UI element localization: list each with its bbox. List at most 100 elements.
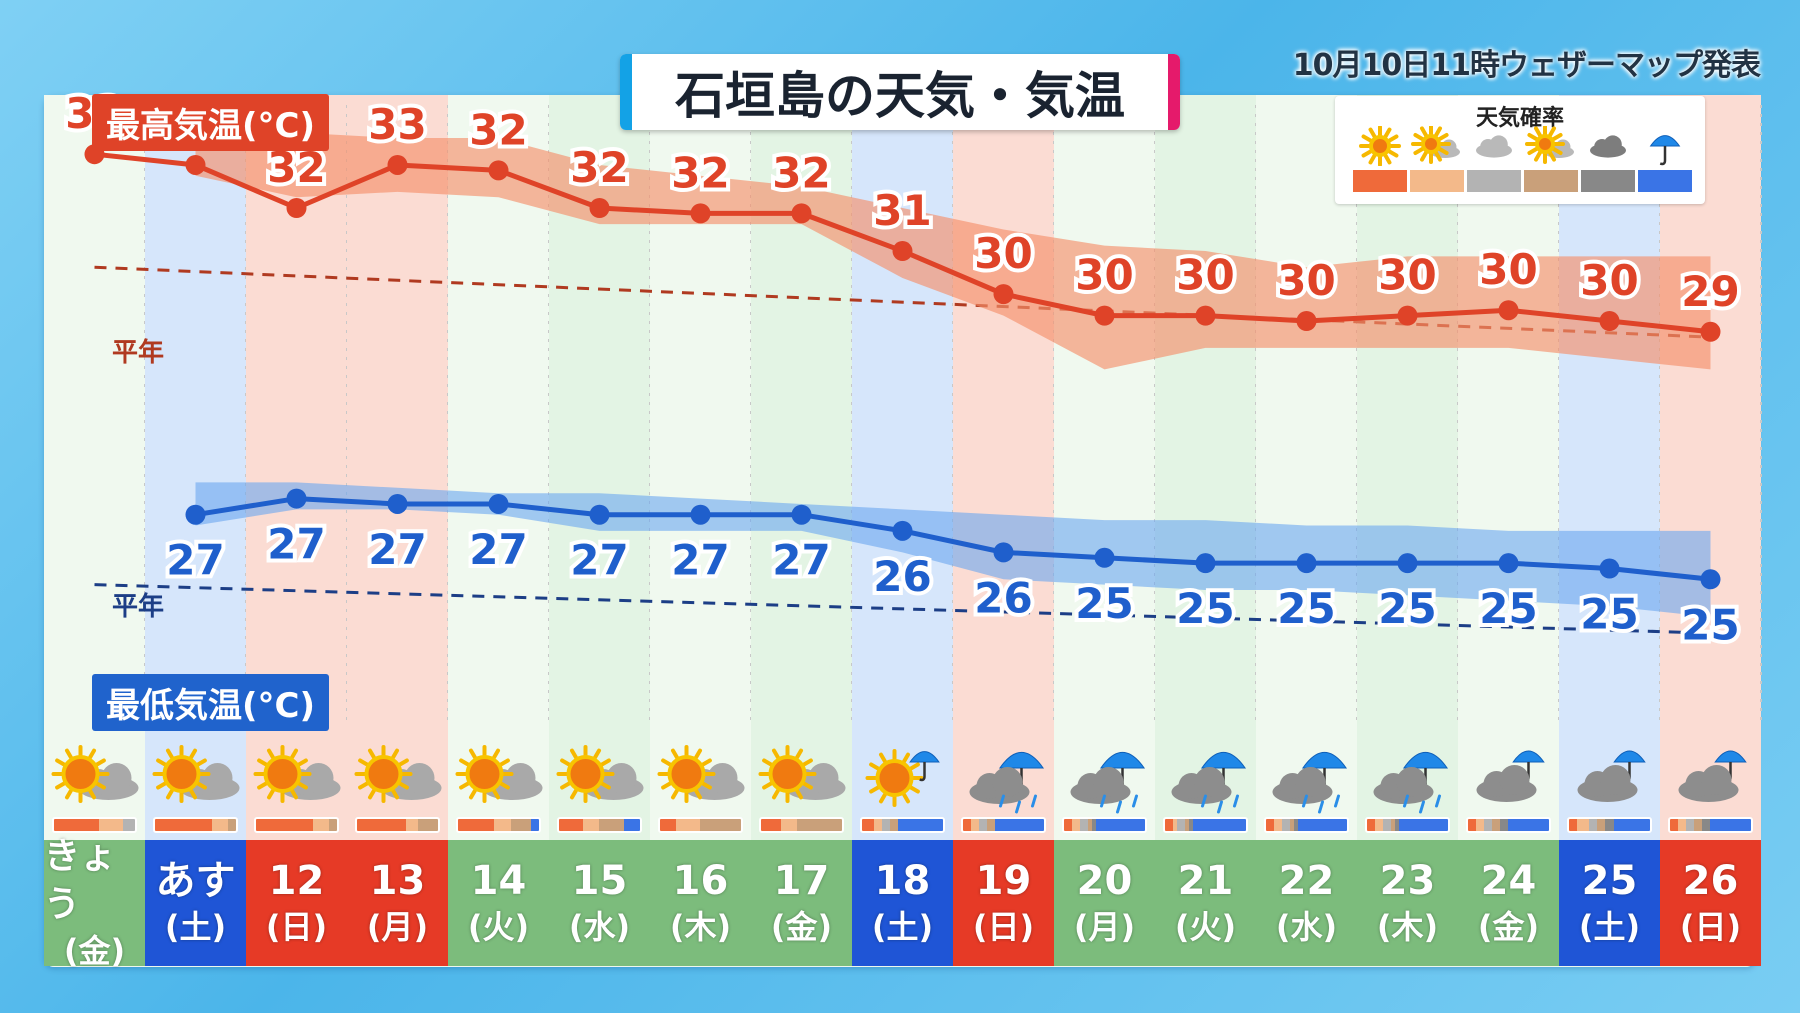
min-temp-point (892, 520, 913, 541)
day-date: 23 (1379, 858, 1436, 904)
min-temp-point (1296, 553, 1317, 574)
min-temp-value: 25 (1681, 600, 1739, 649)
probability-segment (1173, 819, 1178, 831)
max-temp-value: 31 (873, 186, 931, 235)
day-column-bg (347, 95, 448, 840)
probability-bar (1365, 817, 1450, 833)
day-label: きょう (金) (44, 836, 145, 970)
probability-segment (1710, 819, 1751, 831)
day-weekday: (月) (366, 908, 429, 946)
probability-segment (1282, 819, 1291, 831)
probability-bar (557, 817, 642, 833)
probability-segment (1577, 819, 1590, 831)
probability-segment (1500, 819, 1509, 831)
max-temp-label: 最高気温(°C) (92, 94, 330, 151)
probability-segment (1484, 819, 1493, 831)
probability-segment (256, 819, 313, 831)
sun-cloud-icon (1525, 126, 1574, 164)
day-date: 14 (470, 858, 527, 904)
max-temp-point (1296, 311, 1317, 331)
probability-segment (995, 819, 1044, 831)
avg-min-label: 平年 (112, 592, 165, 622)
probability-segment (1702, 819, 1711, 831)
max-temp-band (195, 132, 1711, 370)
max-temp-value: 32 (671, 148, 729, 197)
day-date: 21 (1177, 858, 1234, 904)
day-column-bg (1357, 95, 1458, 840)
sun-cloud-icon (354, 745, 442, 803)
day-weekday: (土) (1578, 908, 1641, 946)
probability-bar (355, 817, 440, 833)
sun-cloud-icon (455, 745, 543, 803)
day-date: 20 (1076, 858, 1133, 904)
max-temp-point (791, 203, 812, 224)
max-temp-point (286, 198, 307, 218)
probability-segment (599, 819, 624, 831)
day-label: 22 (水) (1256, 840, 1357, 966)
day-weekday: (月) (1073, 908, 1136, 946)
min-temp-point (1599, 558, 1620, 579)
min-temp-value: 25 (1378, 584, 1436, 633)
max-temp-point (589, 198, 610, 218)
probability-segment (1605, 819, 1614, 831)
probability-bar (254, 817, 339, 833)
day-column-bg (1660, 95, 1761, 840)
probability-bar (1163, 817, 1248, 833)
max-temp-point (488, 160, 509, 181)
min-temp-value: 27 (166, 536, 224, 585)
min-temp-value: 25 (1176, 584, 1234, 633)
sun-cloud-icon (556, 745, 644, 803)
probability-segment (979, 819, 988, 831)
day-column-bg (448, 95, 549, 840)
day-label: 26 (日) (1660, 840, 1761, 966)
min-temp-value: 25 (1580, 590, 1638, 639)
max-temp-point (690, 203, 711, 224)
probability-segment (862, 819, 875, 831)
day-weekday: (金) (63, 932, 126, 970)
min-temp-band (195, 482, 1711, 617)
probability-segment (1298, 819, 1347, 831)
probability-segment (510, 819, 531, 831)
min-temp-point (791, 504, 812, 525)
day-label: 18 (土) (852, 840, 953, 966)
probability-segment (312, 819, 329, 831)
probability-segment (1096, 819, 1145, 831)
probability-segment (1468, 819, 1477, 831)
day-label: 19 (日) (953, 840, 1054, 966)
min-temp-value: 25 (1277, 584, 1335, 633)
probability-segment (328, 819, 337, 831)
probability-bar (1668, 817, 1753, 833)
min-temp-value: 25 (1479, 584, 1537, 633)
probability-segment (1508, 819, 1549, 831)
max-temp-value: 32 (772, 148, 830, 197)
legend-color-swatch (1467, 170, 1521, 192)
min-temp-point (387, 493, 408, 514)
max-temp-value: 33 (368, 100, 426, 149)
legend-title: 天気確率 (1475, 106, 1564, 131)
day-label: 25 (土) (1559, 840, 1660, 966)
probability-segment (882, 819, 891, 831)
legend-color-bar (1353, 170, 1695, 192)
min-temp-label: 最低気温(°C) (92, 674, 330, 731)
day-weekday: (火) (467, 908, 530, 946)
day-date: 17 (773, 858, 830, 904)
min-temp-value: 27 (368, 525, 426, 574)
day-label: 13 (月) (347, 840, 448, 966)
max-temp-point (185, 154, 206, 175)
max-temp-point (387, 154, 408, 175)
probability-segment (1383, 819, 1392, 831)
probability-segment (1185, 819, 1190, 831)
probability-bar (52, 817, 137, 833)
legend-color-swatch (1638, 170, 1692, 192)
probability-segment (1193, 819, 1246, 831)
min-temp-point (1700, 569, 1721, 590)
cloud-umbrella-icon (969, 752, 1045, 814)
min-temp-point (993, 542, 1014, 563)
probability-segment (971, 819, 980, 831)
sun-cloud-icon (657, 745, 745, 803)
day-weekday: (火) (1174, 908, 1237, 946)
probability-segment (1189, 819, 1194, 831)
probability-bar (1466, 817, 1551, 833)
legend-color-swatch (1524, 170, 1578, 192)
probability-segment (963, 819, 972, 831)
